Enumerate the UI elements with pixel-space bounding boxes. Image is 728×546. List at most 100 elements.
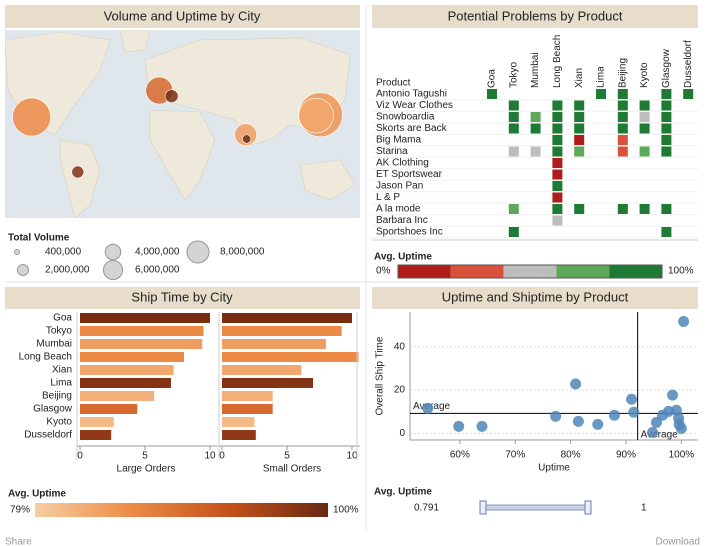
point: [667, 389, 679, 401]
x-tick-label: 5: [284, 451, 290, 462]
heat-cell: [661, 227, 672, 237]
legend-swatch: [609, 265, 662, 278]
point: [572, 415, 584, 427]
legend-swatch: [503, 265, 557, 278]
filter-max[interactable]: 1: [641, 503, 647, 514]
size-legend-label: 6,000,000: [135, 265, 180, 276]
row-label: Starina: [376, 146, 408, 157]
bar: [80, 326, 204, 336]
header-band: [372, 5, 698, 28]
point: [626, 393, 638, 405]
column-label: Xian: [574, 68, 585, 88]
heat-cell: [552, 169, 563, 180]
row-label: A la mode: [376, 204, 421, 215]
slider-track[interactable]: [482, 504, 589, 511]
point: [592, 418, 604, 430]
heat-cell: [661, 146, 672, 157]
heat-cell: [552, 204, 563, 214]
size-legend-mark: [186, 240, 210, 264]
row-header: Product: [376, 78, 411, 89]
bar: [80, 391, 155, 401]
slider-handle[interactable]: [584, 500, 592, 515]
size-legend-label: 4,000,000: [135, 247, 180, 258]
legend-label: 100%: [668, 266, 694, 277]
city-bubble: [298, 97, 334, 134]
heat-cell: [639, 100, 650, 111]
category-label: Lima: [50, 378, 72, 389]
bar: [222, 404, 273, 414]
bar: [80, 378, 171, 388]
point: [608, 409, 620, 421]
legend-swatch: [398, 265, 451, 278]
slider-handle[interactable]: [479, 500, 487, 515]
heat-cell: [508, 146, 519, 157]
x-tick-label: 60%: [450, 450, 470, 461]
heat-cell: [639, 146, 650, 157]
heat-cell: [617, 112, 628, 122]
heat-cell: [530, 146, 541, 157]
bar: [222, 430, 256, 440]
bar: [80, 339, 203, 349]
axis-title: Large Orders: [117, 464, 176, 475]
legend-frame: [397, 264, 663, 279]
heat-cell: [617, 146, 628, 157]
heat-cell: [552, 123, 563, 134]
point: [650, 416, 662, 428]
point: [678, 316, 690, 328]
heat-cell: [530, 112, 541, 122]
heat-cell: [661, 89, 672, 99]
x-tick-label: 100%: [669, 450, 695, 461]
bar: [222, 326, 342, 336]
heat-cell: [617, 100, 628, 111]
panel-title: Uptime and Shiptime by Product: [442, 289, 629, 304]
size-legend-label: 400,000: [45, 247, 82, 258]
row-label: AK Clothing: [376, 158, 429, 169]
heat-cell: [552, 100, 563, 111]
bar: [222, 391, 273, 401]
axis-title: Uptime: [538, 463, 570, 474]
heat-cell: [552, 158, 563, 168]
heat-cell: [508, 123, 519, 134]
panel-title: Potential Problems by Product: [448, 8, 623, 23]
heat-cell: [617, 123, 628, 134]
point: [675, 423, 687, 435]
heat-cell: [574, 135, 585, 145]
y-tick-label: 40: [394, 341, 406, 352]
row-label: L & P: [376, 192, 400, 203]
column-label: Mumbai: [530, 52, 541, 88]
point: [570, 378, 582, 390]
heat-cell: [552, 215, 563, 226]
bar: [80, 352, 184, 362]
size-legend-mark: [104, 243, 122, 261]
bar: [80, 404, 138, 414]
legend-title: Avg. Uptime: [374, 252, 432, 263]
category-label: Tokyo: [46, 326, 73, 337]
heat-cell: [508, 227, 519, 237]
download-button[interactable]: Download: [656, 537, 700, 546]
heat-cell: [552, 135, 563, 145]
heat-cell: [617, 135, 628, 145]
filter-min[interactable]: 0.791: [414, 503, 439, 514]
legend-label: 100%: [333, 505, 359, 516]
column-label: Glasgow: [661, 48, 672, 88]
share-button[interactable]: Share: [5, 537, 32, 546]
heat-cell: [552, 181, 563, 191]
heat-cell: [574, 112, 585, 122]
size-legend-label: 8,000,000: [220, 247, 265, 258]
legend-label: 79%: [10, 505, 30, 516]
axis-title: Small Orders: [263, 464, 321, 475]
row-label: Skorts are Back: [376, 123, 448, 134]
column-label: Beijing: [617, 58, 628, 88]
city-bubble: [164, 89, 179, 103]
point: [628, 406, 640, 418]
heat-cell: [552, 146, 563, 157]
panel-title: Ship Time by City: [131, 289, 233, 304]
heat-cell: [574, 100, 585, 111]
category-label: Glasgow: [33, 404, 73, 415]
average-label: Average: [641, 430, 679, 441]
point: [453, 420, 465, 432]
legend-swatch: [450, 265, 504, 278]
heat-cell: [530, 123, 541, 134]
heat-cell: [639, 112, 650, 122]
city-bubble: [12, 97, 51, 137]
